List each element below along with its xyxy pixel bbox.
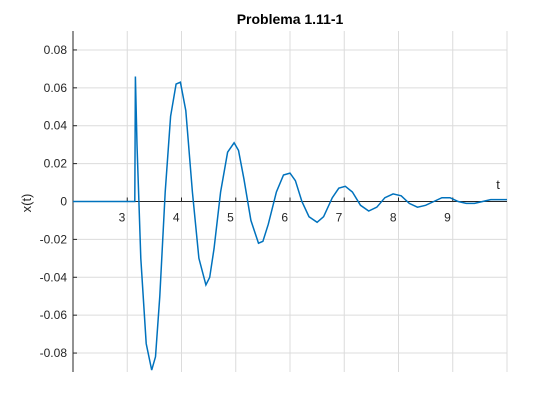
y-tick-label: 0.06 [44,81,68,95]
y-tick-label: -0.04 [40,270,68,284]
x-tick-label: 6 [281,211,288,225]
x-tick-label: 7 [336,211,343,225]
y-tick-label: 0 [60,195,67,209]
y-tick-label: -0.06 [40,308,68,322]
x-tick-label: 5 [227,211,234,225]
x-tick-labels: 3 4 5 6 7 8 9 [119,211,452,225]
y-tick-labels: 0.08 0.06 0.04 0.02 0 -0.02 -0.04 -0.06 -0.08 [40,43,68,360]
y-tick-label: 0.04 [44,119,68,133]
y-tick-label: 0.02 [44,157,68,171]
series-line [73,76,507,371]
x-axis-label: t [496,177,500,192]
chart-title: Problema 1.11-1 [237,11,344,27]
y-tick-label: -0.08 [40,346,68,360]
y-tick-label: -0.02 [40,232,68,246]
x-tick-label: 9 [444,211,451,225]
y-tick-label: 0.08 [44,43,68,57]
y-axis-label: x(t) [19,194,34,213]
x-tick-label: 3 [119,211,126,225]
x-tick-label: 8 [390,211,397,225]
x-tick-label: 4 [173,211,180,225]
